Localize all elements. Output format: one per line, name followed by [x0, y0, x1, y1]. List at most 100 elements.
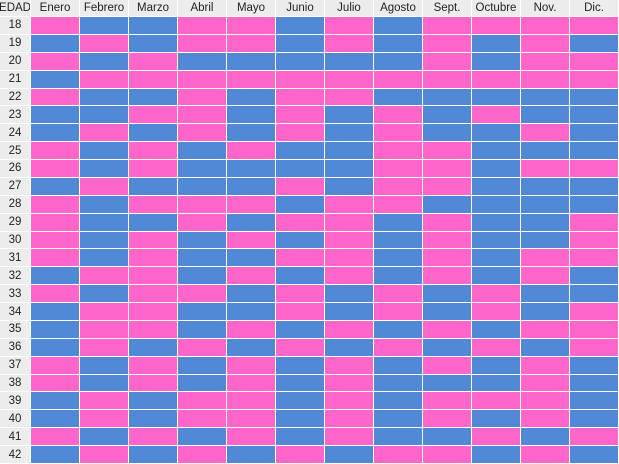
chart-cell: [521, 88, 570, 107]
chart-cell: [325, 106, 374, 125]
age-label: 37: [0, 356, 31, 375]
chart-cell: [374, 70, 423, 89]
chart-cell: [472, 124, 521, 143]
chart-cell: [423, 356, 472, 375]
chart-cell: [31, 446, 80, 464]
chart-cell: [80, 213, 129, 232]
chart-cell: [570, 320, 619, 339]
chart-cell: [31, 392, 80, 411]
chart-cell: [178, 213, 227, 232]
month-header-11: Nov.: [521, 0, 570, 17]
chart-cell: [374, 177, 423, 196]
chart-cell: [178, 88, 227, 107]
chart-cell: [472, 303, 521, 321]
chart-cell: [472, 320, 521, 339]
chart-cell: [521, 106, 570, 125]
chart-cell: [276, 106, 325, 125]
chart-cell: [570, 177, 619, 196]
chart-cell: [374, 88, 423, 107]
chart-cell: [80, 303, 129, 321]
chart-cell: [227, 338, 276, 357]
chart-cell: [80, 320, 129, 339]
chart-cell: [521, 213, 570, 232]
chart-cell: [570, 356, 619, 375]
chart-cell: [374, 338, 423, 357]
chart-cell: [129, 142, 178, 161]
age-label: 24: [0, 124, 31, 143]
chart-cell: [80, 392, 129, 411]
chart-cell: [276, 446, 325, 464]
chart-cell: [178, 17, 227, 35]
chart-cell: [178, 446, 227, 464]
chart-cell: [325, 160, 374, 178]
chart-cell: [521, 303, 570, 321]
chart-cell: [423, 428, 472, 447]
chart-cell: [80, 285, 129, 304]
chart-cell: [178, 410, 227, 429]
chart-cell: [521, 177, 570, 196]
chart-cell: [227, 267, 276, 286]
chart-cell: [570, 267, 619, 286]
age-label: 42: [0, 446, 31, 464]
age-label: 41: [0, 428, 31, 447]
chart-cell: [80, 356, 129, 375]
chart-cell: [129, 88, 178, 107]
chart-cell: [472, 231, 521, 250]
chart-cell: [80, 195, 129, 214]
chart-cell: [570, 70, 619, 89]
chart-cell: [178, 428, 227, 447]
age-label: 25: [0, 142, 31, 161]
chart-cell: [521, 34, 570, 53]
month-header-5: Mayo: [227, 0, 276, 17]
age-label: 23: [0, 106, 31, 125]
chart-cell: [521, 410, 570, 429]
chart-cell: [423, 285, 472, 304]
age-label: 38: [0, 374, 31, 393]
chart-cell: [325, 88, 374, 107]
age-label: 30: [0, 231, 31, 250]
chart-cell: [325, 320, 374, 339]
chart-cell: [570, 195, 619, 214]
chart-cell: [325, 303, 374, 321]
chart-cell: [521, 52, 570, 71]
chart-cell: [80, 267, 129, 286]
chart-cell: [129, 17, 178, 35]
chart-cell: [80, 124, 129, 143]
chart-cell: [472, 88, 521, 107]
chart-cell: [472, 70, 521, 89]
chart-cell: [178, 267, 227, 286]
chart-cell: [31, 52, 80, 71]
chart-cell: [227, 160, 276, 178]
chart-cell: [276, 195, 325, 214]
chart-cell: [31, 142, 80, 161]
chart-cell: [227, 88, 276, 107]
chart-cell: [227, 428, 276, 447]
chart-cell: [80, 52, 129, 71]
month-header-7: Julio: [325, 0, 374, 17]
chart-cell: [472, 428, 521, 447]
chart-cell: [374, 106, 423, 125]
chart-cell: [374, 410, 423, 429]
chart-cell: [374, 446, 423, 464]
chart-cell: [129, 320, 178, 339]
chart-cell: [31, 213, 80, 232]
chart-cell: [325, 195, 374, 214]
age-label: 27: [0, 177, 31, 196]
chart-cell: [129, 106, 178, 125]
chart-cell: [31, 195, 80, 214]
chart-cell: [570, 88, 619, 107]
chart-cell: [521, 374, 570, 393]
chart-cell: [129, 249, 178, 268]
chart-cell: [423, 303, 472, 321]
chart-cell: [276, 142, 325, 161]
chart-cell: [374, 285, 423, 304]
chart-cell: [472, 177, 521, 196]
chart-cell: [423, 213, 472, 232]
chart-cell: [31, 88, 80, 107]
chart-cell: [423, 142, 472, 161]
chart-cell: [472, 17, 521, 35]
chart-cell: [227, 410, 276, 429]
chart-cell: [80, 410, 129, 429]
chart-cell: [570, 17, 619, 35]
